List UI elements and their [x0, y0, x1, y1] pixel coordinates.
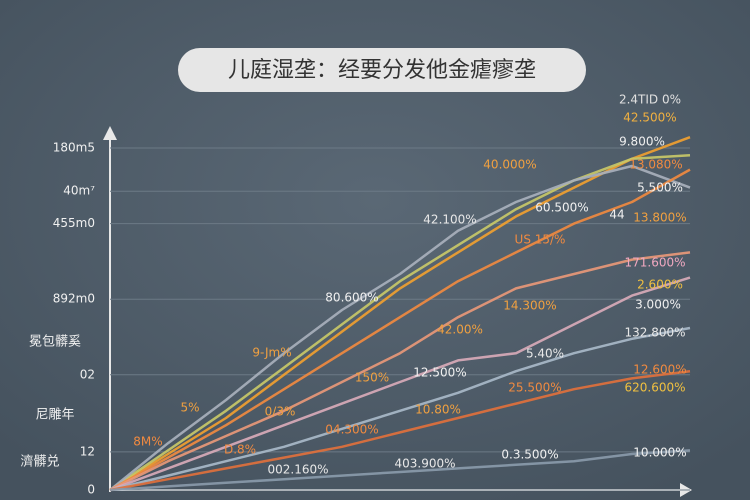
annotation: 0.3.500%: [501, 448, 558, 462]
y-tick-label: 892m0: [53, 292, 95, 306]
y-tick-label: 0: [87, 483, 95, 497]
annotation: 3.000%: [635, 298, 681, 312]
annotation: 10.80%: [415, 403, 461, 417]
y-tick-label: 12: [80, 444, 95, 458]
annotation: 5.40%: [526, 347, 564, 361]
annotation: 42.00%: [437, 323, 483, 337]
annotation: 40.000%: [483, 158, 536, 172]
annotation: 14.300%: [503, 299, 556, 313]
annotation: 80.600%: [325, 291, 378, 305]
annotation: 2.4TID 0%: [619, 93, 681, 107]
annotation: 42.500%: [623, 111, 676, 125]
y-tick-label: 40m⁷: [63, 184, 95, 198]
annotation: 04.300%: [325, 423, 378, 437]
annotation: 13.800%: [633, 211, 686, 225]
annotation: 12.600%: [633, 363, 686, 377]
series-line: [109, 251, 691, 492]
side-label: 尼雕年: [35, 408, 74, 423]
annotation: 620.600%: [624, 381, 685, 395]
series-line: [109, 136, 691, 492]
annotation: 5.500%: [637, 181, 683, 195]
annotation: 42.100%: [423, 213, 476, 227]
side-label: 濟髒兑: [20, 454, 59, 470]
annotation: 5%: [180, 401, 199, 415]
annotation: D.8%: [224, 443, 256, 457]
series-line: [109, 326, 691, 492]
annotation: 60.500%: [535, 201, 588, 215]
annotation: 0/3%: [265, 405, 296, 419]
annotation: US 15/%: [515, 233, 566, 247]
annotation: 2.600%: [637, 278, 683, 292]
chart-title: 儿庭湿垄：经要分发他金瘧瘳垄: [228, 58, 536, 83]
series-line: [109, 168, 691, 492]
annotation: 12.500%: [413, 366, 466, 380]
annotation: 002.160%: [267, 463, 328, 477]
series-line: [109, 153, 691, 492]
annotation: 10.000%: [633, 446, 686, 460]
series-line: [109, 369, 691, 492]
title-pill: [178, 48, 586, 92]
y-tick-label: 02: [80, 367, 95, 381]
annotation: 132.800%: [624, 326, 685, 340]
y-axis-arrow: [103, 126, 117, 140]
annotation: 44: [609, 208, 624, 222]
annotation: 9-Jm%: [252, 346, 291, 360]
annotation: 403.900%: [394, 457, 455, 471]
annotation: 150%: [355, 371, 389, 385]
annotation: 13.080%: [629, 158, 682, 172]
series-line: [109, 449, 691, 492]
y-tick-label: 180m5: [53, 141, 95, 155]
annotation: 8M%: [133, 435, 162, 449]
annotation: 25.500%: [508, 381, 561, 395]
series-line: [109, 276, 691, 492]
annotation: 171.600%: [624, 256, 685, 270]
side-label: 冕包髒奚: [29, 335, 81, 350]
series-line: [109, 164, 691, 491]
y-tick-label: 455m0: [53, 216, 95, 230]
annotation: 9.800%: [619, 135, 665, 149]
